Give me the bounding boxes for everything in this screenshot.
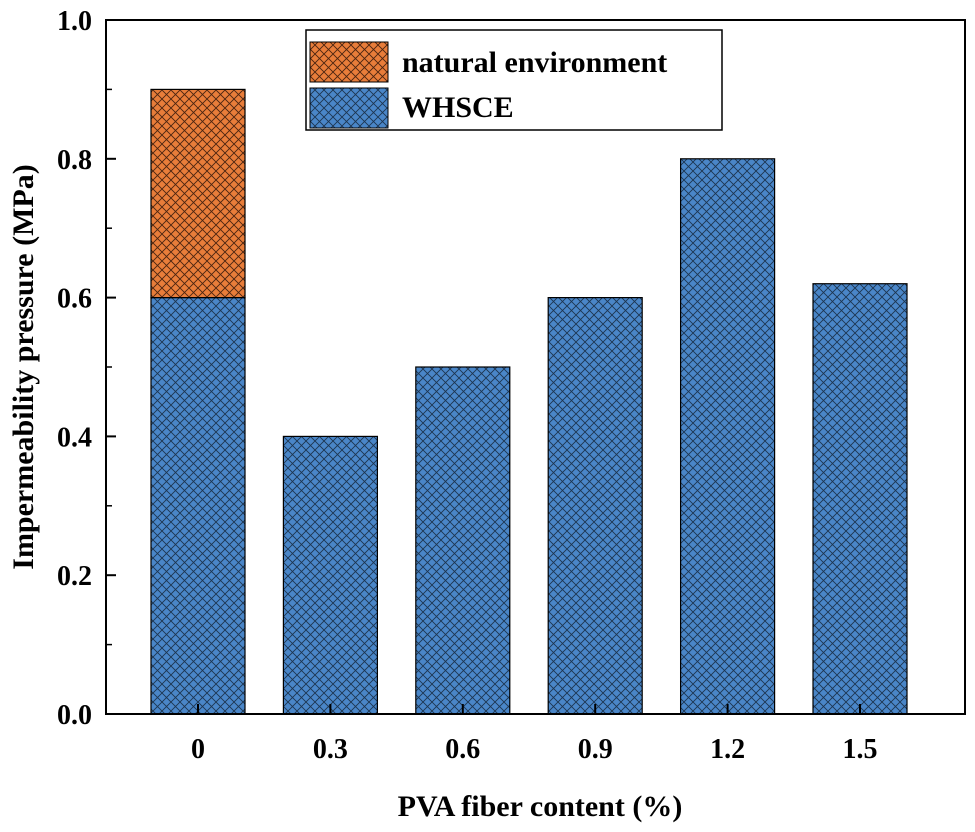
legend-label-whsce: WHSCE — [402, 91, 514, 124]
bar-whsce-0 — [150, 297, 246, 715]
y-tick-label: 0.2 — [57, 561, 92, 592]
bars-layer — [150, 88, 908, 715]
bar-whsce-1-5 — [812, 283, 908, 715]
bar-natural-environment-0 — [150, 88, 246, 299]
x-axis-title: PVA fiber content (%) — [398, 790, 683, 823]
legend-swatch-whsce — [309, 87, 389, 129]
x-axis-ticks: 0 0.3 0.6 0.9 1.2 1.5 — [191, 704, 878, 765]
bar-whsce-0-9 — [547, 297, 643, 715]
x-tick-label: 1.2 — [710, 734, 745, 765]
legend: natural environment WHSCE — [305, 29, 723, 131]
bar-whsce-0-3 — [282, 435, 378, 715]
legend-swatch-natural-environment — [309, 41, 389, 83]
x-tick-label: 0.6 — [445, 734, 480, 765]
legend-label-natural-environment: natural environment — [402, 46, 667, 79]
y-axis-ticks: 0.0 0.2 0.4 0.6 0.8 1.0 — [57, 6, 116, 731]
x-tick-label: 1.5 — [843, 734, 878, 765]
y-tick-label: 0.6 — [57, 284, 92, 315]
y-tick-label: 0.4 — [57, 422, 92, 453]
y-tick-label: 0.0 — [57, 700, 92, 731]
x-tick-label: 0 — [191, 734, 205, 765]
x-tick-label: 0.9 — [578, 734, 613, 765]
bar-whsce-0-6 — [415, 366, 511, 715]
bar-whsce-1-2 — [679, 158, 776, 715]
y-tick-label: 1.0 — [57, 6, 92, 37]
y-axis-title: Impermeability pressure (MPa) — [7, 164, 40, 569]
x-tick-label: 0.3 — [313, 734, 348, 765]
y-tick-label: 0.8 — [57, 145, 92, 176]
